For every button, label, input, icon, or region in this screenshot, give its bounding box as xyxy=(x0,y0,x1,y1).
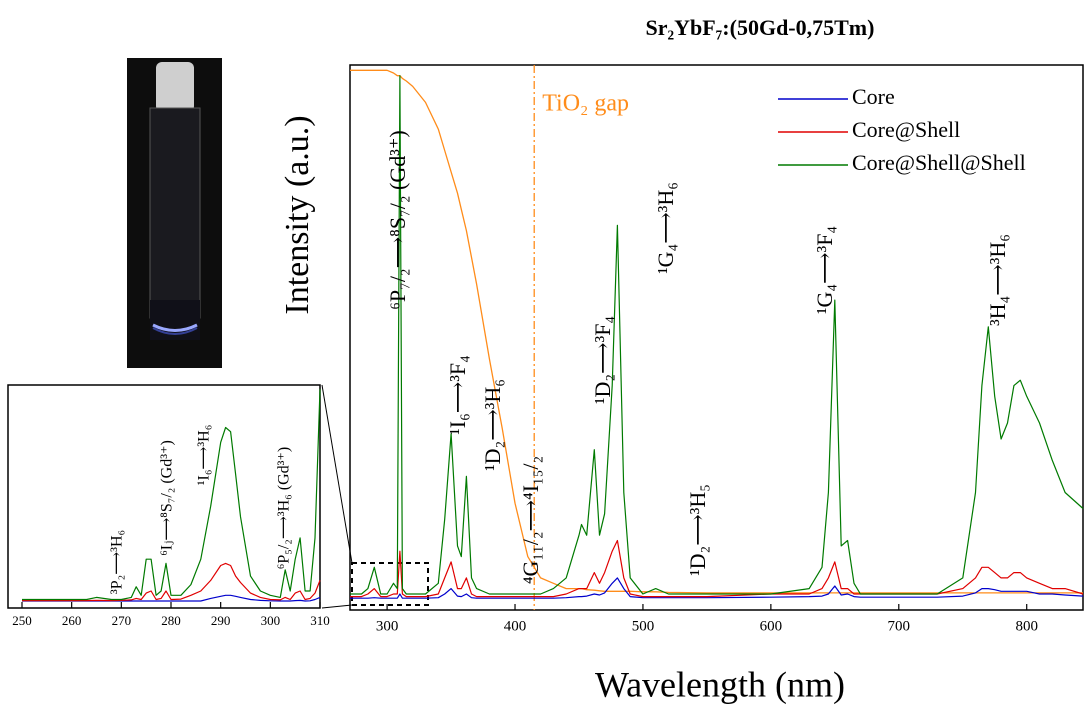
transition-label: ⁶Iⱼ⟶⁸S₇/₂ (Gd³⁺) xyxy=(159,440,176,556)
legend-label: Core xyxy=(852,84,895,109)
zoom-connector xyxy=(321,384,353,564)
transition-label: ¹D₂⟶³H₅ xyxy=(685,484,710,576)
photo xyxy=(127,58,222,368)
transition-label: ³H₄⟶³H₆ xyxy=(985,234,1010,326)
legend-label: Core@Shell@Shell xyxy=(852,150,1026,175)
x-tick-label: 300 xyxy=(261,613,281,628)
gap-label: TiO₂ gap xyxy=(542,91,629,117)
x-tick-label: 500 xyxy=(632,618,655,634)
x-tick-label: 270 xyxy=(112,613,132,628)
transition-label: ¹I₆⟶³F₄ xyxy=(445,355,470,435)
series-line xyxy=(350,577,1084,599)
x-tick-label: 800 xyxy=(1015,618,1038,634)
absorption-line xyxy=(350,69,1083,594)
x-axis-label: Wavelength (nm) xyxy=(595,664,845,704)
plot-frame xyxy=(7,384,321,609)
series-line xyxy=(350,539,1084,598)
transition-label: ⁴G₁₁/₂⟶⁴I₁₅/₂ xyxy=(518,456,543,584)
transition-label: ¹I₆⟶³H₆ xyxy=(196,425,213,486)
transition-label: ⁶P₇/₂⟶⁸S₇/₂ (Gd³⁺) xyxy=(385,130,410,310)
transition-label: ¹D₂⟶³F₄ xyxy=(590,316,615,404)
x-tick-label: 700 xyxy=(888,618,911,634)
transition-label: ³P₂⟶³H₆ xyxy=(109,530,126,594)
y-axis-label: Intensity (a.u.) xyxy=(279,115,316,314)
x-tick-label: 310 xyxy=(310,613,330,628)
plot-frame xyxy=(349,64,1084,611)
x-tick-label: 250 xyxy=(12,613,32,628)
series-line xyxy=(350,75,1084,595)
x-tick-label: 290 xyxy=(211,613,231,628)
x-tick-label: 400 xyxy=(504,618,527,634)
transition-label: ¹D₂⟶³H₆ xyxy=(480,379,505,471)
legend-label: Core@Shell xyxy=(852,117,960,142)
transition-label: ⁶P₅/₂⟶³H₆ (Gd³⁺) xyxy=(276,447,293,569)
x-tick-label: 600 xyxy=(760,618,783,634)
x-tick-label: 280 xyxy=(161,613,181,628)
zoom-box xyxy=(351,562,429,606)
series-line xyxy=(22,389,321,601)
chart-title: Sr₂YbF₇:(50Gd-0,75Tm) xyxy=(646,15,875,40)
zoom-connector xyxy=(321,604,353,609)
transition-label: ¹G₄⟶³F₄ xyxy=(812,226,837,314)
series-line xyxy=(22,562,321,602)
x-tick-label: 300 xyxy=(376,618,399,634)
transition-label: ¹G₄⟶³H₆ xyxy=(653,182,678,274)
x-tick-label: 260 xyxy=(62,613,82,628)
